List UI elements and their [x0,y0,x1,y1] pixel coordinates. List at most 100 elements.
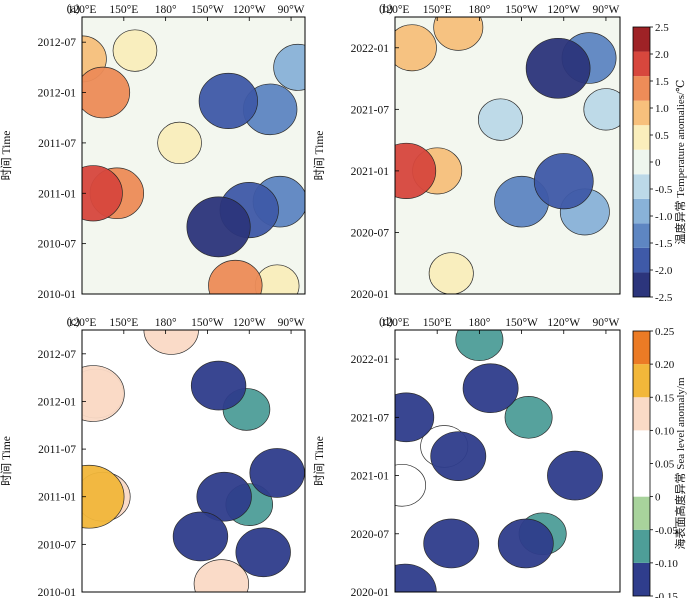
y-tick-label: 2011-07 [38,138,76,150]
y-axis-label: 时间 Time [0,436,13,486]
x-tick-label: 150°W [191,317,224,329]
colorbar-segment [633,364,650,398]
contour-blob [395,563,437,592]
x-tick-label: 90°W [592,317,619,329]
contour-blob [583,88,620,131]
x-tick-label: 150°E [109,317,138,329]
y-tick-label: 2020-07 [351,227,390,239]
y-tick-label: 2021-07 [351,412,390,424]
panel-frame [394,16,621,295]
colorbar-segment [633,51,650,77]
contour-blob [395,142,437,199]
panel-field [395,17,620,294]
colorbar-segment [633,331,650,365]
x-tick-label: 120°E [381,317,410,329]
y-tick-label: 2010-07 [38,539,77,551]
x-tick-label: 120°E [68,317,97,329]
colorbar-tick-label: -0.10 [655,558,678,570]
contour-blob [82,66,131,119]
panel-frame [81,16,306,295]
y-tick-label: 2010-01 [38,289,77,301]
colorbar-segment [633,76,650,101]
colorbar-tick-label: 0.5 [655,130,669,142]
contour-blob [547,450,603,501]
colorbar-segment [633,100,650,126]
y-tick-label: 2020-01 [351,587,390,598]
x-tick-label: 150°W [505,317,538,329]
x-tick-label: 180° [468,4,490,16]
x-tick-label: 150°E [423,317,452,329]
panel-label: (c) [67,314,80,328]
colorbar-tick-label: -1.5 [655,238,673,250]
contour-blob [190,360,247,411]
y-tick-label: 2011-01 [38,492,76,504]
contour-blob [198,72,258,129]
colorbar-tick-label: 0 [655,157,661,169]
contour-blob [249,448,305,498]
x-tick-label: 180° [155,317,177,329]
contour-blob [395,392,435,443]
contour-blob [196,471,252,522]
contour-blob [112,29,158,72]
colorbar-tick-label: -1.0 [655,211,673,223]
x-tick-label: 150°E [423,4,452,16]
y-tick-label: 2012-01 [38,396,77,408]
panel-label: (b) [379,1,393,15]
contour-blob [208,259,263,294]
colorbar-segment [633,247,650,273]
colorbar-label: 海表面高度异常 Sea level anomaly/m [673,377,687,549]
colorbar-segment [633,430,650,464]
contour-blob [273,43,305,91]
panel-label: (d) [379,314,393,328]
x-tick-label: 180° [468,317,490,329]
y-tick-label: 2011-07 [38,444,76,456]
contour-blob [143,330,199,355]
panel-field [82,330,305,592]
colorbar-tick-label: 2.5 [655,22,669,34]
colorbar-tick-label: 0 [655,492,661,504]
y-tick-label: 2020-01 [351,289,390,301]
panel-field [82,17,305,294]
contour-blob [455,330,504,362]
x-tick-label: 90°W [278,4,305,16]
y-axis-label: 时间 Time [0,131,13,181]
colorbar-segment [633,198,650,224]
contour-blob [525,37,591,99]
contour-blob [533,153,594,210]
contour-blob [428,252,474,294]
colorbar-label: 温度异常 Temperature anomalies/℃ [673,80,687,245]
colorbar-segment [633,174,650,199]
y-tick-label: 2021-01 [351,166,390,178]
contour-blob [497,518,554,569]
y-tick-label: 2021-01 [351,471,390,483]
x-tick-label: 150°E [109,4,138,16]
colorbar-tick-label: 0.20 [655,359,675,371]
y-tick-label: 2022-01 [351,354,390,366]
colorbar-segment [633,149,650,175]
panel-frames [81,16,653,597]
panel-field [395,330,620,592]
contour-blob [186,196,251,258]
contour-blob [504,396,553,439]
contour-blob [235,527,291,578]
contour-blob [462,363,519,414]
colorbar-segment [633,496,650,530]
figure-labels: (a)120°E 150°E 180° 150°W 120°W 90°W2010-0120… [0,1,687,598]
colorbar-tick-label: 0.10 [655,425,675,437]
y-tick-label: 2011-01 [38,188,76,200]
contour-blob [477,98,523,141]
colorbar-segment [633,529,650,563]
heatmap-fields [82,17,650,596]
colorbar-segment [633,397,650,431]
contour-blob [430,431,487,481]
colorbar-segment [633,125,650,150]
x-tick-label: 120°W [233,317,266,329]
y-tick-label: 2021-07 [351,104,390,116]
colorbar-segment [633,272,650,297]
contour-blob [172,511,229,562]
colorbar-tick-label: 2.0 [655,49,669,61]
y-tick-label: 2012-01 [38,88,77,100]
x-tick-label: 90°W [278,317,305,329]
x-tick-label: 120°W [547,4,580,16]
